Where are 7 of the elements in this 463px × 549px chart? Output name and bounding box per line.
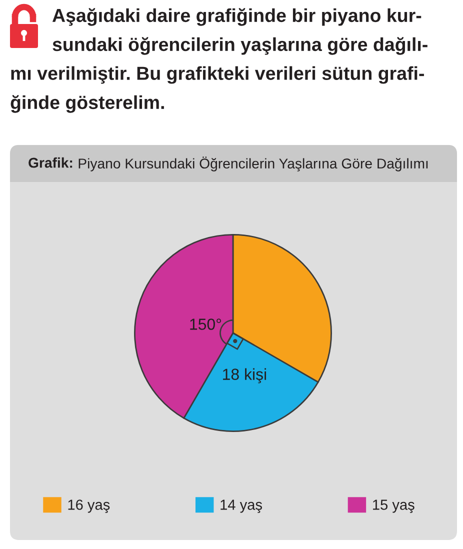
legend-label: 15 yaş	[373, 500, 414, 513]
legend-label: 14 yaş	[220, 500, 262, 513]
chart-title: Grafik: Piyano Kursundaki Öğrencilerin Yaşlarına Göre Dağılımı	[28, 156, 428, 172]
text: Aşağıdaki daire grafiğinde bir piyano kur- sundaki öğrencilerin yaşlarına göre dağılı- mı verilmiştir. Bu grafikteki verileri sütun grafi- ğinde gösterelim.	[10, 8, 428, 113]
legend-label: 16 yaş	[68, 500, 110, 513]
text: 150°	[190, 318, 222, 330]
data-label: 18 kişi	[223, 368, 266, 384]
